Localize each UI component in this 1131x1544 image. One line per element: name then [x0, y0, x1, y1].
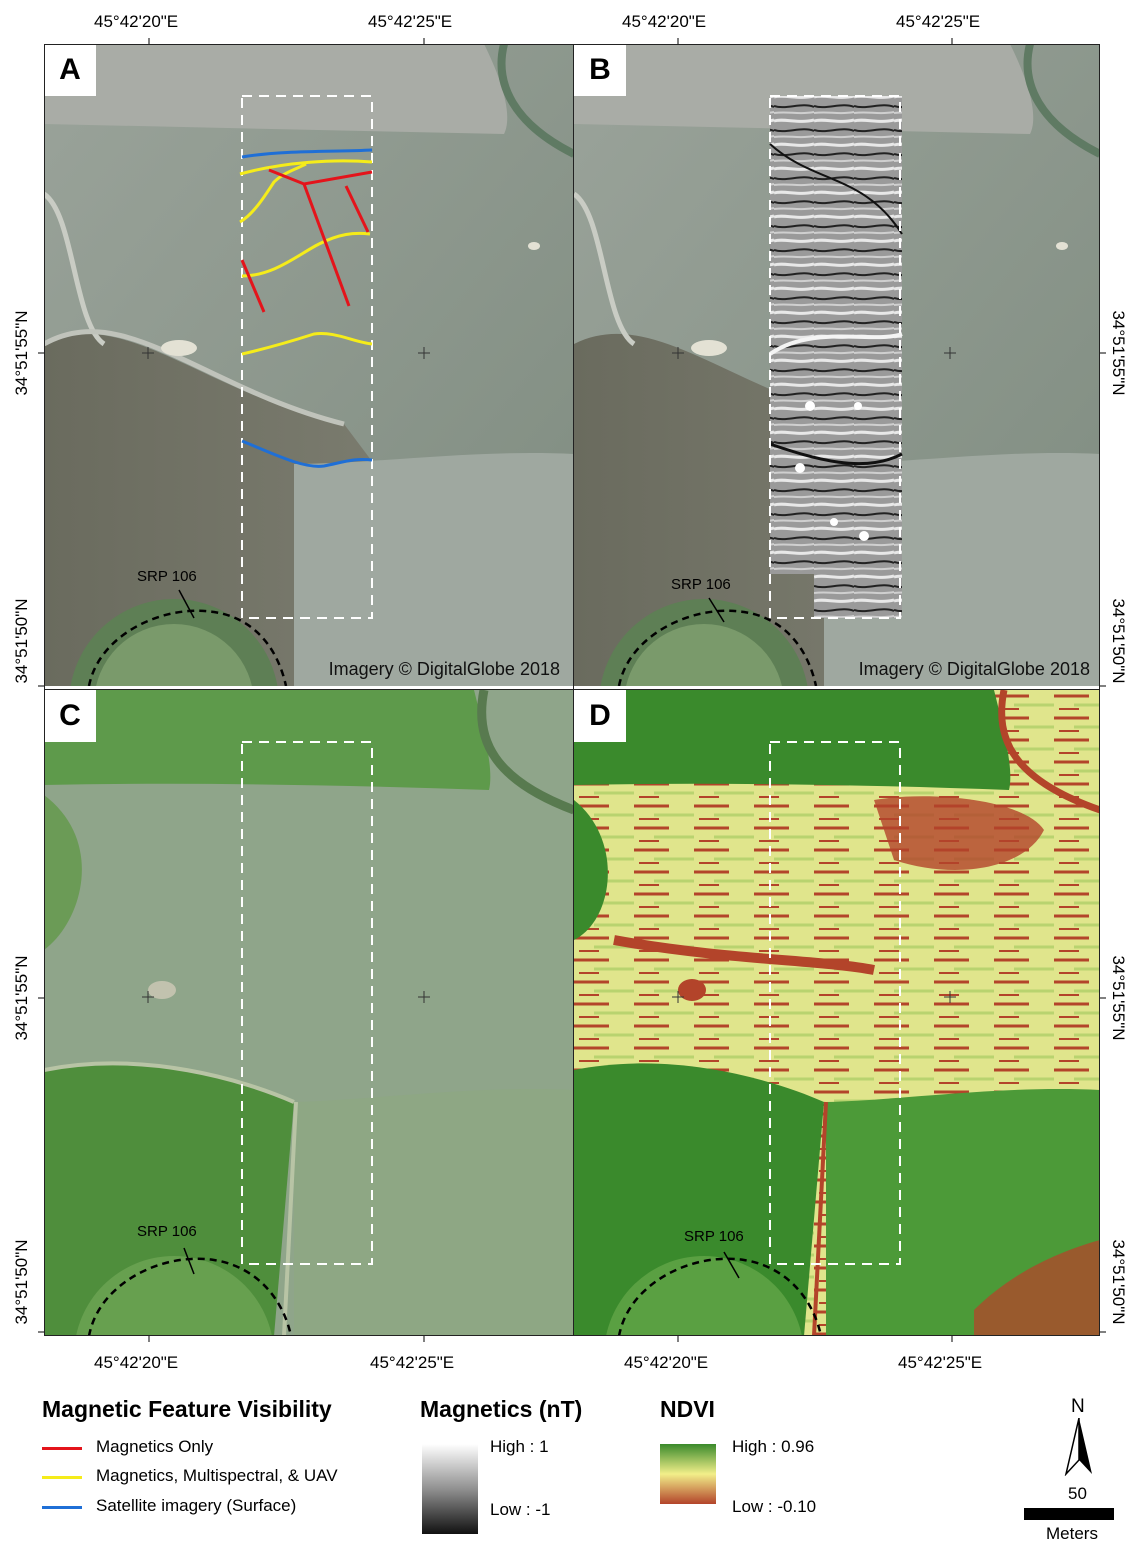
axis-ticks — [38, 38, 1106, 1342]
ndvi-high-label: High : 0.96 — [732, 1437, 815, 1456]
lon-label-top: 45°42'20"E — [94, 12, 179, 31]
imagery-credit: Imagery © DigitalGlobe 2018 — [858, 659, 1090, 679]
panel-d-label: D — [574, 690, 626, 742]
feature-line-magnetics — [344, 185, 370, 233]
magnetometry-raster — [770, 96, 902, 618]
panel-b-overlay — [617, 95, 956, 686]
panel-a-label: A — [44, 44, 96, 96]
legend-magnetics-title: Magnetics (nT) — [420, 1396, 583, 1422]
survey-area-box — [241, 741, 373, 1265]
panel-c-label: C — [44, 690, 96, 742]
site-pointer — [708, 597, 725, 623]
lon-label-bottom: 45°42'25"E — [370, 1353, 455, 1372]
legend-item-multispectral: Magnetics, Multispectral, & UAV — [96, 1466, 338, 1485]
lon-label-top: 45°42'25"E — [368, 12, 453, 31]
survey-area-box — [769, 741, 901, 1265]
magnetics-low-label: Low : -1 — [490, 1500, 551, 1519]
ndvi-ramp — [660, 1444, 716, 1504]
site-outline — [617, 609, 818, 686]
survey-area-box — [769, 95, 901, 619]
feature-line-satellite — [241, 148, 373, 159]
panel-a-overlay — [87, 95, 430, 686]
lat-label-left: 34°51'50"N — [12, 598, 31, 684]
legend-visibility-title: Magnetic Feature Visibility — [42, 1396, 332, 1422]
site-label-srp106: SRP 106 — [684, 1228, 744, 1245]
magnetics-ramp — [422, 1444, 478, 1534]
lon-label-bottom: 45°42'25"E — [898, 1353, 983, 1372]
lat-label-right: 34°51'55"N — [1109, 310, 1128, 396]
lat-label-right: 34°51'55"N — [1109, 955, 1128, 1041]
frame-divider-vertical — [573, 44, 574, 1336]
ndvi-low-label: Low : -0.10 — [732, 1497, 817, 1516]
feature-line-magnetics — [302, 183, 351, 307]
magnetics-high-label: High : 1 — [490, 1437, 549, 1456]
legend-item-magnetics-only: Magnetics Only — [96, 1437, 214, 1456]
panel-d: D SRP 106 — [574, 690, 1100, 1336]
panel-c-overlay — [87, 741, 430, 1336]
lat-label-left: 34°51'50"N — [12, 1239, 31, 1325]
legend-ndvi-title: NDVI — [660, 1396, 715, 1422]
lon-label-bottom: 45°42'20"E — [624, 1353, 709, 1372]
legend-item-satellite: Satellite imagery (Surface) — [96, 1496, 297, 1515]
site-pointer — [183, 1247, 195, 1275]
site-pointer — [723, 1251, 740, 1279]
scalebar-value: 50 — [1068, 1484, 1087, 1503]
feature-line-multispectral — [239, 162, 307, 224]
legend-swatch-yellow — [42, 1476, 82, 1479]
legend-swatch-blue — [42, 1506, 82, 1509]
site-pointer — [178, 589, 195, 619]
feature-line-multispectral — [241, 331, 373, 356]
north-label: N — [1071, 1396, 1085, 1417]
lon-label-bottom: 45°42'20"E — [94, 1353, 179, 1372]
lat-label-left: 34°51'55"N — [12, 310, 31, 396]
lat-label-right: 34°51'50"N — [1109, 598, 1128, 684]
panel-d-overlay — [617, 741, 956, 1336]
site-label-srp106: SRP 106 — [137, 568, 197, 585]
north-arrow-icon — [1064, 1418, 1092, 1476]
site-outline — [87, 609, 288, 686]
scalebar-unit: Meters — [1046, 1524, 1098, 1543]
panel-b-label: B — [574, 44, 626, 96]
feature-line-multispectral — [239, 159, 373, 176]
lat-label-left: 34°51'55"N — [12, 955, 31, 1041]
panel-d-ndvi — [574, 690, 1100, 1336]
feature-line-multispectral — [241, 231, 371, 278]
legend-swatch-red — [42, 1447, 82, 1450]
scalebar — [1024, 1508, 1114, 1520]
frame-divider-horizontal — [44, 689, 1100, 690]
lon-label-top: 45°42'25"E — [896, 12, 981, 31]
site-label-srp106: SRP 106 — [137, 1223, 197, 1240]
site-outline — [87, 1257, 293, 1336]
survey-area-box — [241, 95, 373, 619]
feature-line-magnetics — [240, 259, 266, 313]
lon-label-top: 45°42'20"E — [622, 12, 707, 31]
site-outline — [617, 1257, 823, 1336]
panel-a: A SRP 106 Imagery © DigitalGlobe 2018 — [44, 44, 574, 686]
lat-label-right: 34°51'50"N — [1109, 1239, 1128, 1325]
site-label-srp106: SRP 106 — [671, 576, 731, 593]
imagery-credit: Imagery © DigitalGlobe 2018 — [328, 659, 560, 679]
panel-c: C SRP 106 — [44, 690, 574, 1336]
panel-c-imagery — [44, 690, 574, 1336]
feature-line-satellite — [241, 439, 373, 468]
panel-b: B SRP 106 Imagery © DigitalGlobe 2018 — [574, 44, 1100, 686]
